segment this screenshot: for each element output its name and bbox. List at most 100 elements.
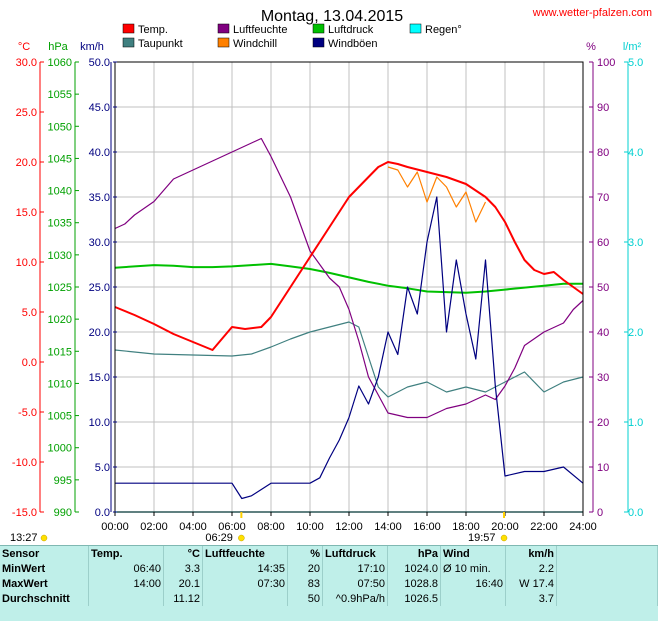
- x-tick-label: 12:00: [335, 521, 363, 533]
- y-tick-label-rain: 1.0: [628, 417, 643, 429]
- y-tick-label-wind: 20.0: [89, 327, 110, 339]
- y-tick-label-pressure: 1045: [48, 153, 72, 165]
- y-tick-label-temp: 30.0: [16, 57, 37, 69]
- y-tick-label-wind: 15.0: [89, 372, 110, 384]
- stats-cell: W 17.4: [505, 576, 557, 591]
- y-tick-label-pressure: 1005: [48, 411, 72, 423]
- sun-markers: 13:27 06:29 19:57: [10, 512, 508, 544]
- grid: [114, 61, 584, 513]
- site-link[interactable]: www.wetter-pfalzen.com: [532, 7, 652, 19]
- stats-row-max: MaxWert 14:00 20.1 07:30 83 07:50 1028.8…: [0, 576, 658, 591]
- stats-row-avg: Durchschnitt 11.12 50 ^0.9hPa/h 1026.5 3…: [0, 591, 658, 606]
- legend-label: Taupunkt: [138, 38, 183, 50]
- series-group: [114, 137, 584, 513]
- y-tick-label-rain: 0.0: [628, 507, 643, 519]
- legend-label: Windchill: [233, 38, 277, 50]
- y-tick-label-humidity: 0: [597, 507, 603, 519]
- y-tick-label-humidity: 40: [597, 327, 609, 339]
- legend-swatch: [217, 23, 230, 34]
- stats-cell: 17:10: [322, 561, 388, 576]
- stats-cell: 1024.0: [387, 561, 441, 576]
- stats-cell: 07:30: [202, 576, 288, 591]
- legend: Temp. Luftfeuchte Luftdruck Regen° Taupunkt W…: [122, 23, 462, 50]
- x-tick-label: 02:00: [140, 521, 168, 533]
- y-tick-label-pressure: 1055: [48, 89, 72, 101]
- stats-cell: 83: [287, 576, 323, 591]
- stats-header-sensor: Sensor: [0, 546, 89, 561]
- y-tick-label-temp: -15.0: [12, 507, 37, 519]
- y-tick-label-pressure: 1000: [48, 443, 72, 455]
- x-tick-label: 08:00: [257, 521, 285, 533]
- y-tick-label-wind: 40.0: [89, 147, 110, 159]
- stats-filler: [556, 546, 658, 561]
- stats-cell: 11.12: [163, 591, 203, 606]
- y-tick-label-humidity: 70: [597, 192, 609, 204]
- stats-header-humidity: Luftfeuchte: [202, 546, 288, 561]
- stats-cell: Durchschnitt: [0, 591, 89, 606]
- axis-unit-pressure: hPa: [48, 41, 68, 53]
- x-tick-label: 24:00: [569, 521, 597, 533]
- y-tick-label-pressure: 1030: [48, 250, 72, 262]
- legend-label: Luftdruck: [328, 24, 374, 36]
- y-tick-label-wind: 10.0: [89, 417, 110, 429]
- x-tick-label: 00:00: [101, 521, 129, 533]
- y-tick-label-temp: -10.0: [12, 457, 37, 469]
- y-tick-label-pressure: 1010: [48, 378, 72, 390]
- stats-table: Sensor Temp. °C Luftfeuchte % Luftdruck …: [0, 546, 658, 606]
- legend-label: Temp.: [138, 24, 168, 36]
- stats-cell: 14:35: [202, 561, 288, 576]
- y-tick-label-humidity: 80: [597, 147, 609, 159]
- y-tick-label-temp: 25.0: [16, 107, 37, 119]
- y-tick-label-wind: 25.0: [89, 282, 110, 294]
- legend-swatch: [409, 23, 422, 34]
- y-tick-label-wind: 0.0: [95, 507, 110, 519]
- legend-label: Windböen: [328, 38, 378, 50]
- axis-unit-humidity: %: [586, 41, 596, 53]
- y-tick-label-pressure: 1050: [48, 121, 72, 133]
- axis-units: °C hPa km/h% l/m²: [18, 41, 642, 53]
- y-tick-label-pressure: 990: [54, 507, 72, 519]
- x-tick-label: 20:00: [491, 521, 519, 533]
- stats-cell: 50: [287, 591, 323, 606]
- sun-icon: [40, 534, 48, 542]
- stats-cell: Ø 10 min.: [440, 561, 506, 576]
- legend-swatch: [312, 37, 325, 48]
- legend-swatch: [122, 23, 135, 34]
- y-tick-label-humidity: 30: [597, 372, 609, 384]
- x-tick-label: 16:00: [413, 521, 441, 533]
- stats-filler: [556, 576, 658, 591]
- y-tick-label-wind: 30.0: [89, 237, 110, 249]
- y-tick-label-wind: 35.0: [89, 192, 110, 204]
- y-tick-label-pressure: 1015: [48, 346, 72, 358]
- stats-cell: 07:50: [322, 576, 388, 591]
- stats-header-row: Sensor Temp. °C Luftfeuchte % Luftdruck …: [0, 546, 658, 561]
- sun-marker-label: 13:27: [10, 532, 38, 544]
- y-tick-label-temp: -5.0: [18, 407, 37, 419]
- stats-filler: [556, 591, 658, 606]
- y-tick-label-rain: 4.0: [628, 147, 643, 159]
- stats-cell: [440, 591, 506, 606]
- stats-filler: [556, 561, 658, 576]
- y-tick-label-humidity: 100: [597, 57, 615, 69]
- stats-header-temp-unit: °C: [163, 546, 203, 561]
- y-tick-label-rain: 5.0: [628, 57, 643, 69]
- axis-unit-rain: l/m²: [623, 41, 642, 53]
- stats-cell: [202, 591, 288, 606]
- series-line-windchill: [387, 166, 487, 223]
- y-tick-label-humidity: 50: [597, 282, 609, 294]
- y-tick-label-temp: 10.0: [16, 257, 37, 269]
- y-tick-label-pressure: 1040: [48, 186, 72, 198]
- x-tick-labels: 00:00 02:00 04:00 06:00 08:00 10:00 12:00 14:00…: [101, 512, 597, 533]
- y-tick-label-humidity: 20: [597, 417, 609, 429]
- stats-cell: 06:40: [88, 561, 164, 576]
- legend-swatch: [217, 37, 230, 48]
- stats-header-pressure: Luftdruck: [322, 546, 388, 561]
- x-tick-label: 22:00: [530, 521, 558, 533]
- legend-label: Regen°: [425, 24, 462, 36]
- y-tick-label-pressure: 1020: [48, 314, 72, 326]
- sun-icon: [238, 534, 245, 542]
- sun-marker-label: 19:57: [468, 532, 496, 544]
- legend-swatch: [312, 23, 325, 34]
- y-tick-label-humidity: 10: [597, 462, 609, 474]
- series-line-luftdruck: [114, 262, 583, 294]
